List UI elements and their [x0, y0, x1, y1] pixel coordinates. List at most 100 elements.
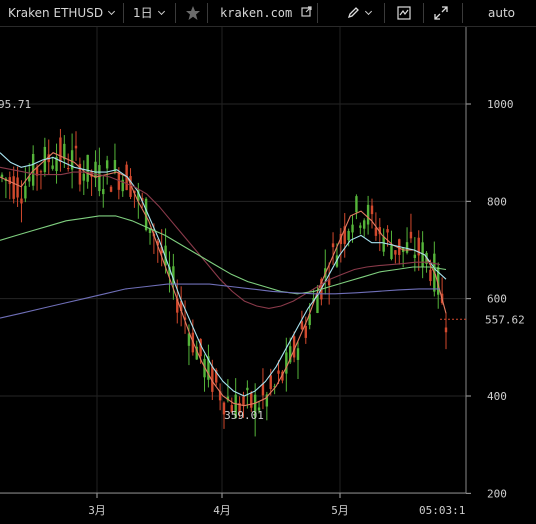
price-chart[interactable]: 1000 800 600 400 200 3月 4月 5月 557.62 05:03:1 95.71… [0, 27, 536, 524]
site-label: kraken.com [220, 6, 293, 20]
candle-body [261, 383, 265, 396]
scale-mode-label: auto [488, 6, 516, 20]
candle-body [444, 327, 448, 333]
candle-body [94, 161, 97, 178]
site-link[interactable]: kraken.com [220, 0, 313, 26]
candle-body [137, 189, 140, 201]
candle-body [378, 227, 381, 235]
candle-body [289, 346, 292, 363]
candle-body [242, 396, 245, 406]
candle-body [437, 267, 440, 295]
toolbar-divider [462, 3, 463, 23]
candle-body [390, 245, 393, 260]
candle-body [20, 198, 23, 204]
moving-average-line [0, 152, 447, 407]
scale-mode-button[interactable]: auto [488, 0, 515, 26]
candle-body [296, 348, 300, 360]
candle-body [417, 237, 420, 256]
candle-body [172, 266, 175, 284]
candle-body [98, 165, 101, 192]
candle-body [63, 143, 66, 160]
favorite-button[interactable] [185, 1, 201, 27]
moving-average-line [0, 152, 447, 397]
candle-body [113, 160, 117, 172]
candle-body [117, 172, 121, 190]
candle-body [226, 396, 230, 401]
candle-body [312, 298, 315, 301]
symbol-selector[interactable]: Kraken ETHUSD [8, 0, 116, 26]
candle-body [253, 394, 257, 418]
candle-body [105, 160, 109, 169]
indicator-icon [397, 6, 411, 20]
candle-body [374, 227, 378, 236]
candle-body [269, 375, 272, 390]
candle-body [70, 150, 74, 170]
candle-body [363, 220, 366, 229]
indicators-button[interactable] [397, 0, 411, 26]
candle-body [218, 391, 222, 401]
candle-body [156, 241, 159, 246]
toolbar-divider [423, 3, 424, 23]
candle-body [331, 243, 335, 248]
candle-body [234, 394, 237, 419]
candle-body [102, 189, 105, 195]
toolbar-divider [175, 3, 176, 23]
candle-body [413, 254, 417, 258]
candle-body [366, 204, 370, 225]
drawing-tools-button[interactable] [347, 0, 373, 26]
candle-body [82, 173, 85, 181]
candle-body [215, 369, 218, 383]
candle-body [316, 294, 319, 314]
candle-body [121, 179, 124, 192]
fullscreen-icon [434, 6, 448, 20]
candle-body [394, 250, 397, 255]
candle-body [24, 185, 27, 199]
candle-body [203, 358, 206, 378]
candle-body [265, 394, 269, 407]
last-time-label: 05:03:1 [419, 504, 465, 517]
candle-body [168, 266, 171, 275]
candle-body [35, 167, 39, 176]
y-axis-tick-label: 800 [487, 195, 507, 208]
candle-body [164, 245, 167, 266]
candle-body [355, 196, 358, 213]
candle-body [12, 176, 15, 199]
candle-body [409, 231, 413, 239]
candle-body [207, 356, 210, 380]
y-axis-tick-label: 200 [487, 487, 507, 500]
toolbar-divider [207, 3, 208, 23]
toolbar-divider [317, 3, 318, 23]
external-link-icon [301, 6, 313, 17]
candle-body [351, 224, 354, 233]
x-axis-tick-label: 5月 [331, 504, 349, 517]
candle-body [144, 198, 148, 231]
candle-body [141, 198, 144, 202]
candle-body [238, 403, 241, 414]
moving-average-line [0, 215, 447, 295]
candle-body [281, 371, 284, 381]
interval-selector[interactable]: 1日 [133, 0, 165, 26]
candle-body [179, 300, 183, 312]
toolbar-divider [384, 3, 385, 23]
candle-body [39, 171, 43, 173]
chevron-down-icon [157, 7, 165, 16]
candle-body [183, 317, 187, 320]
candle-body [211, 366, 214, 392]
candle-body [55, 156, 58, 172]
candle-body [0, 174, 4, 178]
symbol-label: Kraken ETHUSD [8, 6, 104, 20]
candle-body [246, 387, 249, 391]
candle-body [8, 177, 11, 185]
candle-body [277, 370, 280, 374]
candle-body [285, 352, 288, 374]
chevron-down-icon [364, 7, 373, 16]
candle-body [28, 176, 31, 182]
candle-body [347, 230, 350, 240]
candle-body [359, 225, 362, 228]
candle-body [343, 226, 346, 244]
candle-body [16, 177, 19, 198]
candle-body [86, 154, 89, 182]
fullscreen-button[interactable] [434, 0, 448, 26]
candle-body [109, 186, 113, 192]
chevron-down-icon [108, 7, 116, 16]
